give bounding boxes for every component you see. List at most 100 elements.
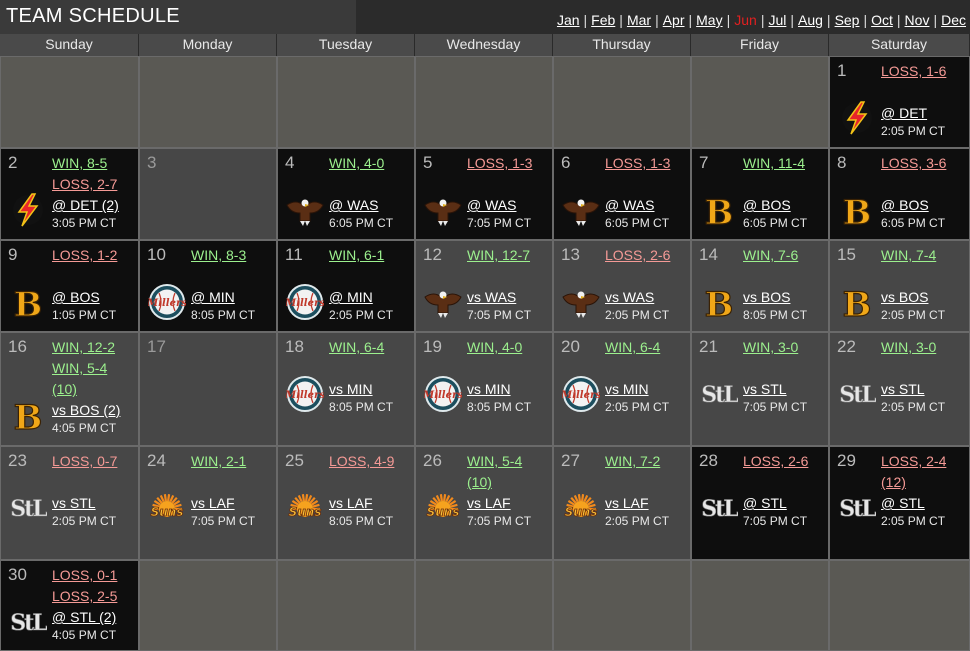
month-link-mar[interactable]: Mar [626, 12, 652, 28]
day-cell-14[interactable]: 14 WIN, 7-6 vs BOS 8:05 PM CT B [691, 240, 829, 332]
opponent-link[interactable]: vs LAF [467, 495, 511, 511]
opponent-link[interactable]: @ STL [743, 495, 787, 511]
game-result-link[interactable]: WIN, 3-0 [881, 339, 937, 355]
game-result-link[interactable]: WIN, 7-4 [881, 247, 937, 263]
game-result-link[interactable]: (10) [467, 474, 492, 490]
game-result-link[interactable]: WIN, 12-2 [52, 339, 116, 355]
day-cell-11[interactable]: 11 WIN, 6-1 @ MIN 2:05 PM CT Millers [277, 240, 415, 332]
game-result-link[interactable]: LOSS, 1-3 [467, 155, 533, 171]
day-cell-4[interactable]: 4 WIN, 4-0 @ WAS 6:05 PM CT [277, 148, 415, 240]
day-cell-27[interactable]: 27 WIN, 7-2 vs LAF 2:05 PM CT Suns [553, 446, 691, 560]
game-result-link[interactable]: WIN, 6-4 [605, 339, 661, 355]
month-link-apr[interactable]: Apr [662, 12, 685, 28]
game-result-link[interactable]: WIN, 8-5 [52, 155, 108, 171]
day-cell-21[interactable]: 21 WIN, 3-0 vs STL 7:05 PM CT StL [691, 332, 829, 446]
opponent-link[interactable]: @ BOS [881, 197, 929, 213]
opponent-link[interactable]: vs MIN [467, 381, 511, 397]
game-result-link[interactable]: WIN, 5-4 [467, 453, 523, 469]
day-cell-23[interactable]: 23 LOSS, 0-7 vs STL 2:05 PM CT StL [0, 446, 139, 560]
game-result-link[interactable]: LOSS, 2-6 [605, 247, 671, 263]
month-link-jun[interactable]: Jun [734, 12, 757, 28]
opponent-link[interactable]: vs LAF [329, 495, 373, 511]
opponent-link[interactable]: @ BOS [743, 197, 791, 213]
day-cell-28[interactable]: 28 LOSS, 2-6 @ STL 7:05 PM CT StL [691, 446, 829, 560]
day-cell-17[interactable]: 17 [139, 332, 277, 446]
day-cell-5[interactable]: 5 LOSS, 1-3 @ WAS 7:05 PM CT [415, 148, 553, 240]
day-cell-22[interactable]: 22 WIN, 3-0 vs STL 2:05 PM CT StL [829, 332, 970, 446]
day-cell-6[interactable]: 6 LOSS, 1-3 @ WAS 6:05 PM CT [553, 148, 691, 240]
month-link-nov[interactable]: Nov [904, 12, 930, 28]
day-cell-24[interactable]: 24 WIN, 2-1 vs LAF 7:05 PM CT Suns [139, 446, 277, 560]
game-result-link[interactable]: LOSS, 0-1 [52, 567, 118, 583]
game-result-link[interactable]: LOSS, 3-6 [881, 155, 947, 171]
game-result-link[interactable]: WIN, 11-4 [743, 155, 805, 171]
opponent-link[interactable]: vs STL [743, 381, 787, 397]
game-result-link[interactable]: WIN, 7-2 [605, 453, 661, 469]
opponent-link[interactable]: vs MIN [329, 381, 373, 397]
opponent-link[interactable]: @ BOS [52, 289, 100, 305]
game-result-link[interactable]: LOSS, 0-7 [52, 453, 118, 469]
opponent-link[interactable]: @ WAS [467, 197, 517, 213]
day-cell-20[interactable]: 20 WIN, 6-4 vs MIN 2:05 PM CT Millers [553, 332, 691, 446]
opponent-link[interactable]: vs STL [881, 381, 925, 397]
day-cell-1[interactable]: 1 LOSS, 1-6 @ DET 2:05 PM CT [829, 56, 970, 148]
game-result-link[interactable]: LOSS, 2-7 [52, 176, 118, 192]
day-cell-19[interactable]: 19 WIN, 4-0 vs MIN 8:05 PM CT Millers [415, 332, 553, 446]
opponent-link[interactable]: @ MIN [329, 289, 373, 305]
game-result-link[interactable]: WIN, 8-3 [191, 247, 247, 263]
day-cell-10[interactable]: 10 WIN, 8-3 @ MIN 8:05 PM CT Millers [139, 240, 277, 332]
month-link-may[interactable]: May [696, 12, 723, 28]
game-result-link[interactable]: WIN, 7-6 [743, 247, 799, 263]
month-link-aug[interactable]: Aug [798, 12, 823, 28]
game-result-link[interactable]: WIN, 12-7 [467, 247, 531, 263]
day-cell-9[interactable]: 9 LOSS, 1-2 @ BOS 1:05 PM CT B [0, 240, 139, 332]
game-result-link[interactable]: WIN, 4-0 [467, 339, 523, 355]
game-result-link[interactable]: (12) [881, 474, 906, 490]
day-cell-3[interactable]: 3 [139, 148, 277, 240]
opponent-link[interactable]: vs LAF [191, 495, 235, 511]
day-cell-8[interactable]: 8 LOSS, 3-6 @ BOS 6:05 PM CT B [829, 148, 970, 240]
day-cell-15[interactable]: 15 WIN, 7-4 vs BOS 2:05 PM CT B [829, 240, 970, 332]
day-cell-12[interactable]: 12 WIN, 12-7 vs WAS 7:05 PM CT [415, 240, 553, 332]
opponent-link[interactable]: @ WAS [605, 197, 655, 213]
opponent-link[interactable]: @ MIN [191, 289, 235, 305]
day-cell-25[interactable]: 25 LOSS, 4-9 vs LAF 8:05 PM CT Suns [277, 446, 415, 560]
opponent-link[interactable]: @ STL [881, 495, 925, 511]
game-result-link[interactable]: WIN, 3-0 [743, 339, 799, 355]
opponent-link[interactable]: vs BOS [881, 289, 929, 305]
game-result-link[interactable]: LOSS, 1-6 [881, 63, 947, 79]
opponent-link[interactable]: vs MIN [605, 381, 649, 397]
opponent-link[interactable]: @ DET (2) [52, 197, 119, 213]
month-link-dec[interactable]: Dec [941, 12, 966, 28]
game-result-link[interactable]: WIN, 2-1 [191, 453, 247, 469]
opponent-link[interactable]: @ STL (2) [52, 609, 117, 625]
game-result-link[interactable]: WIN, 6-4 [329, 339, 385, 355]
game-result-link[interactable]: LOSS, 2-4 [881, 453, 947, 469]
month-link-feb[interactable]: Feb [591, 12, 616, 28]
opponent-link[interactable]: vs BOS [743, 289, 791, 305]
day-cell-16[interactable]: 16 WIN, 12-2 WIN, 5-4 (10) vs BOS (2) 4:05 PM… [0, 332, 139, 446]
opponent-link[interactable]: vs STL [52, 495, 96, 511]
game-result-link[interactable]: LOSS, 1-2 [52, 247, 118, 263]
month-link-jul[interactable]: Jul [768, 12, 787, 28]
day-cell-18[interactable]: 18 WIN, 6-4 vs MIN 8:05 PM CT Millers [277, 332, 415, 446]
day-cell-30[interactable]: 30 LOSS, 0-1 LOSS, 2-5 @ STL (2) 4:05 PM CT S… [0, 560, 139, 651]
opponent-link[interactable]: vs BOS (2) [52, 402, 121, 418]
game-result-link[interactable]: (10) [52, 381, 77, 397]
game-result-link[interactable]: LOSS, 1-3 [605, 155, 671, 171]
month-link-jan[interactable]: Jan [556, 12, 580, 28]
game-result-link[interactable]: LOSS, 2-6 [743, 453, 809, 469]
game-result-link[interactable]: WIN, 6-1 [329, 247, 385, 263]
day-cell-7[interactable]: 7 WIN, 11-4 @ BOS 6:05 PM CT B [691, 148, 829, 240]
day-cell-29[interactable]: 29 LOSS, 2-4 (12) @ STL 2:05 PM CT StL [829, 446, 970, 560]
game-result-link[interactable]: WIN, 5-4 [52, 360, 108, 376]
opponent-link[interactable]: vs WAS [605, 289, 655, 305]
opponent-link[interactable]: @ WAS [329, 197, 379, 213]
opponent-link[interactable]: @ DET [881, 105, 928, 121]
game-result-link[interactable]: LOSS, 4-9 [329, 453, 395, 469]
game-result-link[interactable]: WIN, 4-0 [329, 155, 385, 171]
game-result-link[interactable]: LOSS, 2-5 [52, 588, 118, 604]
opponent-link[interactable]: vs WAS [467, 289, 517, 305]
month-link-oct[interactable]: Oct [871, 12, 893, 28]
day-cell-2[interactable]: 2 WIN, 8-5 LOSS, 2-7 @ DET (2) 3:05 PM CT [0, 148, 139, 240]
